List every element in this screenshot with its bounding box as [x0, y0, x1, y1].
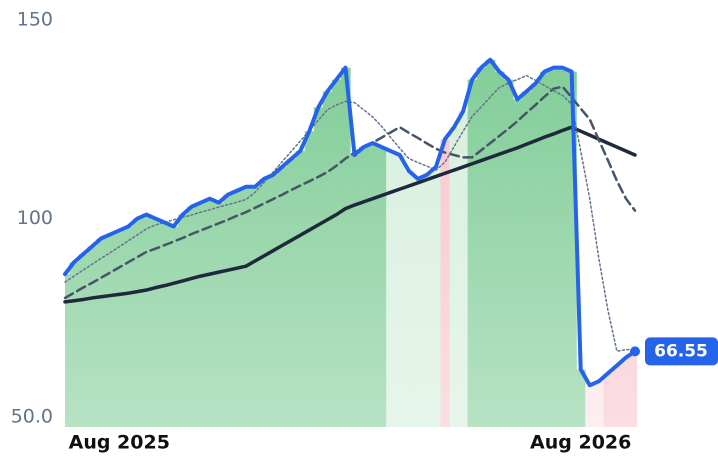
value-label: 66.55 — [654, 341, 708, 361]
y-tick-label: 100 — [17, 207, 53, 229]
series-line — [63, 125, 637, 304]
area-fade — [65, 20, 637, 427]
label-group: 50.0 100 150 Aug 2025 Aug 2026 — [11, 9, 632, 454]
last-point — [630, 346, 640, 357]
x-tick-label: Aug 2026 — [530, 432, 631, 454]
series-line — [63, 85, 637, 300]
y-tick-label: 150 — [17, 9, 53, 31]
line-group: 66.55 — [63, 57, 718, 388]
y-tick-label: 50.0 — [11, 406, 53, 428]
value-pill — [645, 337, 718, 366]
x-tick-label: Aug 2025 — [69, 432, 170, 454]
series-line — [63, 57, 637, 388]
